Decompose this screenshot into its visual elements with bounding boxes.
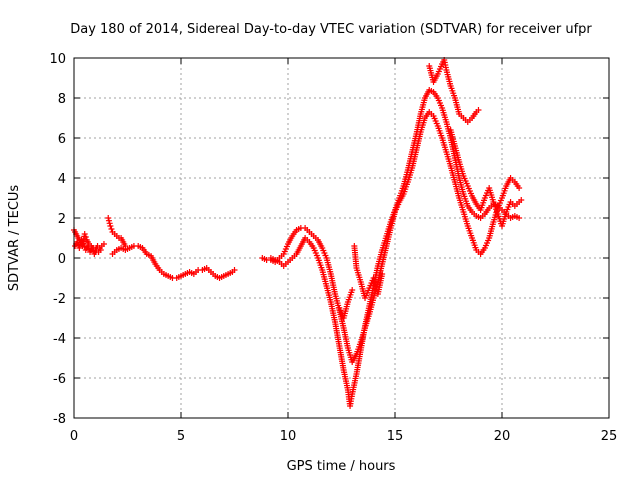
data-point-marker <box>81 231 88 237</box>
data-point-marker <box>76 245 83 251</box>
data-point-marker <box>107 223 114 229</box>
plot-frame <box>73 57 610 419</box>
y-tick-label: 0 <box>58 252 66 267</box>
chart-title: Day 180 of 2014, Sidereal Day-to-day VTE… <box>70 22 592 37</box>
y-tick-label: -2 <box>53 292 66 307</box>
data-point-marker <box>80 241 87 247</box>
data-point-marker <box>231 267 238 273</box>
x-tick-label: 10 <box>280 429 297 444</box>
y-tick-label: -4 <box>53 332 66 347</box>
data-point-marker <box>379 271 386 277</box>
data-point-marker <box>105 215 112 221</box>
data-point-marker <box>106 220 113 227</box>
ticks-layer: 0 5 10 15 20 25 -8 -6 -4 -2 0 2 4 6 8 10 <box>49 52 617 444</box>
data-point-marker <box>100 241 107 247</box>
y-axis-label: SDTVAR / TECUs <box>7 185 22 292</box>
data-point-marker <box>475 107 482 113</box>
y-tick-label: -6 <box>53 372 66 387</box>
data-point-marker <box>84 243 91 249</box>
x-tick-label: 0 <box>70 429 78 444</box>
x-tick-label: 5 <box>177 429 185 444</box>
y-tick-label: 10 <box>49 52 66 67</box>
x-tick-label: 15 <box>387 429 404 444</box>
data-point-marker <box>74 239 81 245</box>
x-tick-label: 25 <box>601 429 618 444</box>
data-point-marker <box>516 185 523 191</box>
data-points-layer <box>71 57 525 409</box>
x-tick-label: 20 <box>494 429 511 444</box>
y-tick-label: 8 <box>58 92 66 107</box>
x-axis-label: GPS time / hours <box>287 459 396 474</box>
data-point-marker <box>105 217 112 224</box>
y-tick-label: -8 <box>53 412 66 427</box>
data-point-marker <box>82 234 89 240</box>
y-tick-label: 2 <box>58 212 66 227</box>
data-point-marker <box>516 215 523 221</box>
data-point-marker <box>518 197 525 203</box>
data-point-marker <box>89 245 96 251</box>
data-point-marker <box>97 247 104 253</box>
data-point-marker <box>77 242 84 249</box>
y-tick-label: 6 <box>58 132 66 147</box>
data-point-marker <box>108 226 115 232</box>
data-point-marker <box>349 287 356 293</box>
y-tick-label: 4 <box>58 172 66 187</box>
